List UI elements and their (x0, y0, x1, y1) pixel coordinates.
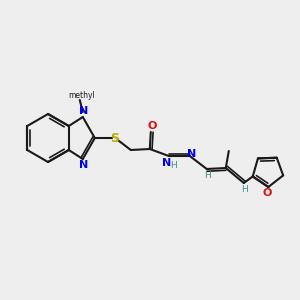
Text: O: O (263, 188, 272, 199)
Text: N: N (187, 149, 196, 159)
Text: methyl: methyl (68, 91, 95, 100)
Text: N: N (162, 158, 171, 168)
Text: H: H (204, 172, 211, 181)
Text: S: S (110, 131, 119, 145)
Text: H: H (170, 161, 177, 170)
Text: H: H (242, 185, 248, 194)
Text: O: O (147, 121, 157, 131)
Text: N: N (79, 106, 88, 116)
Text: N: N (79, 160, 88, 170)
